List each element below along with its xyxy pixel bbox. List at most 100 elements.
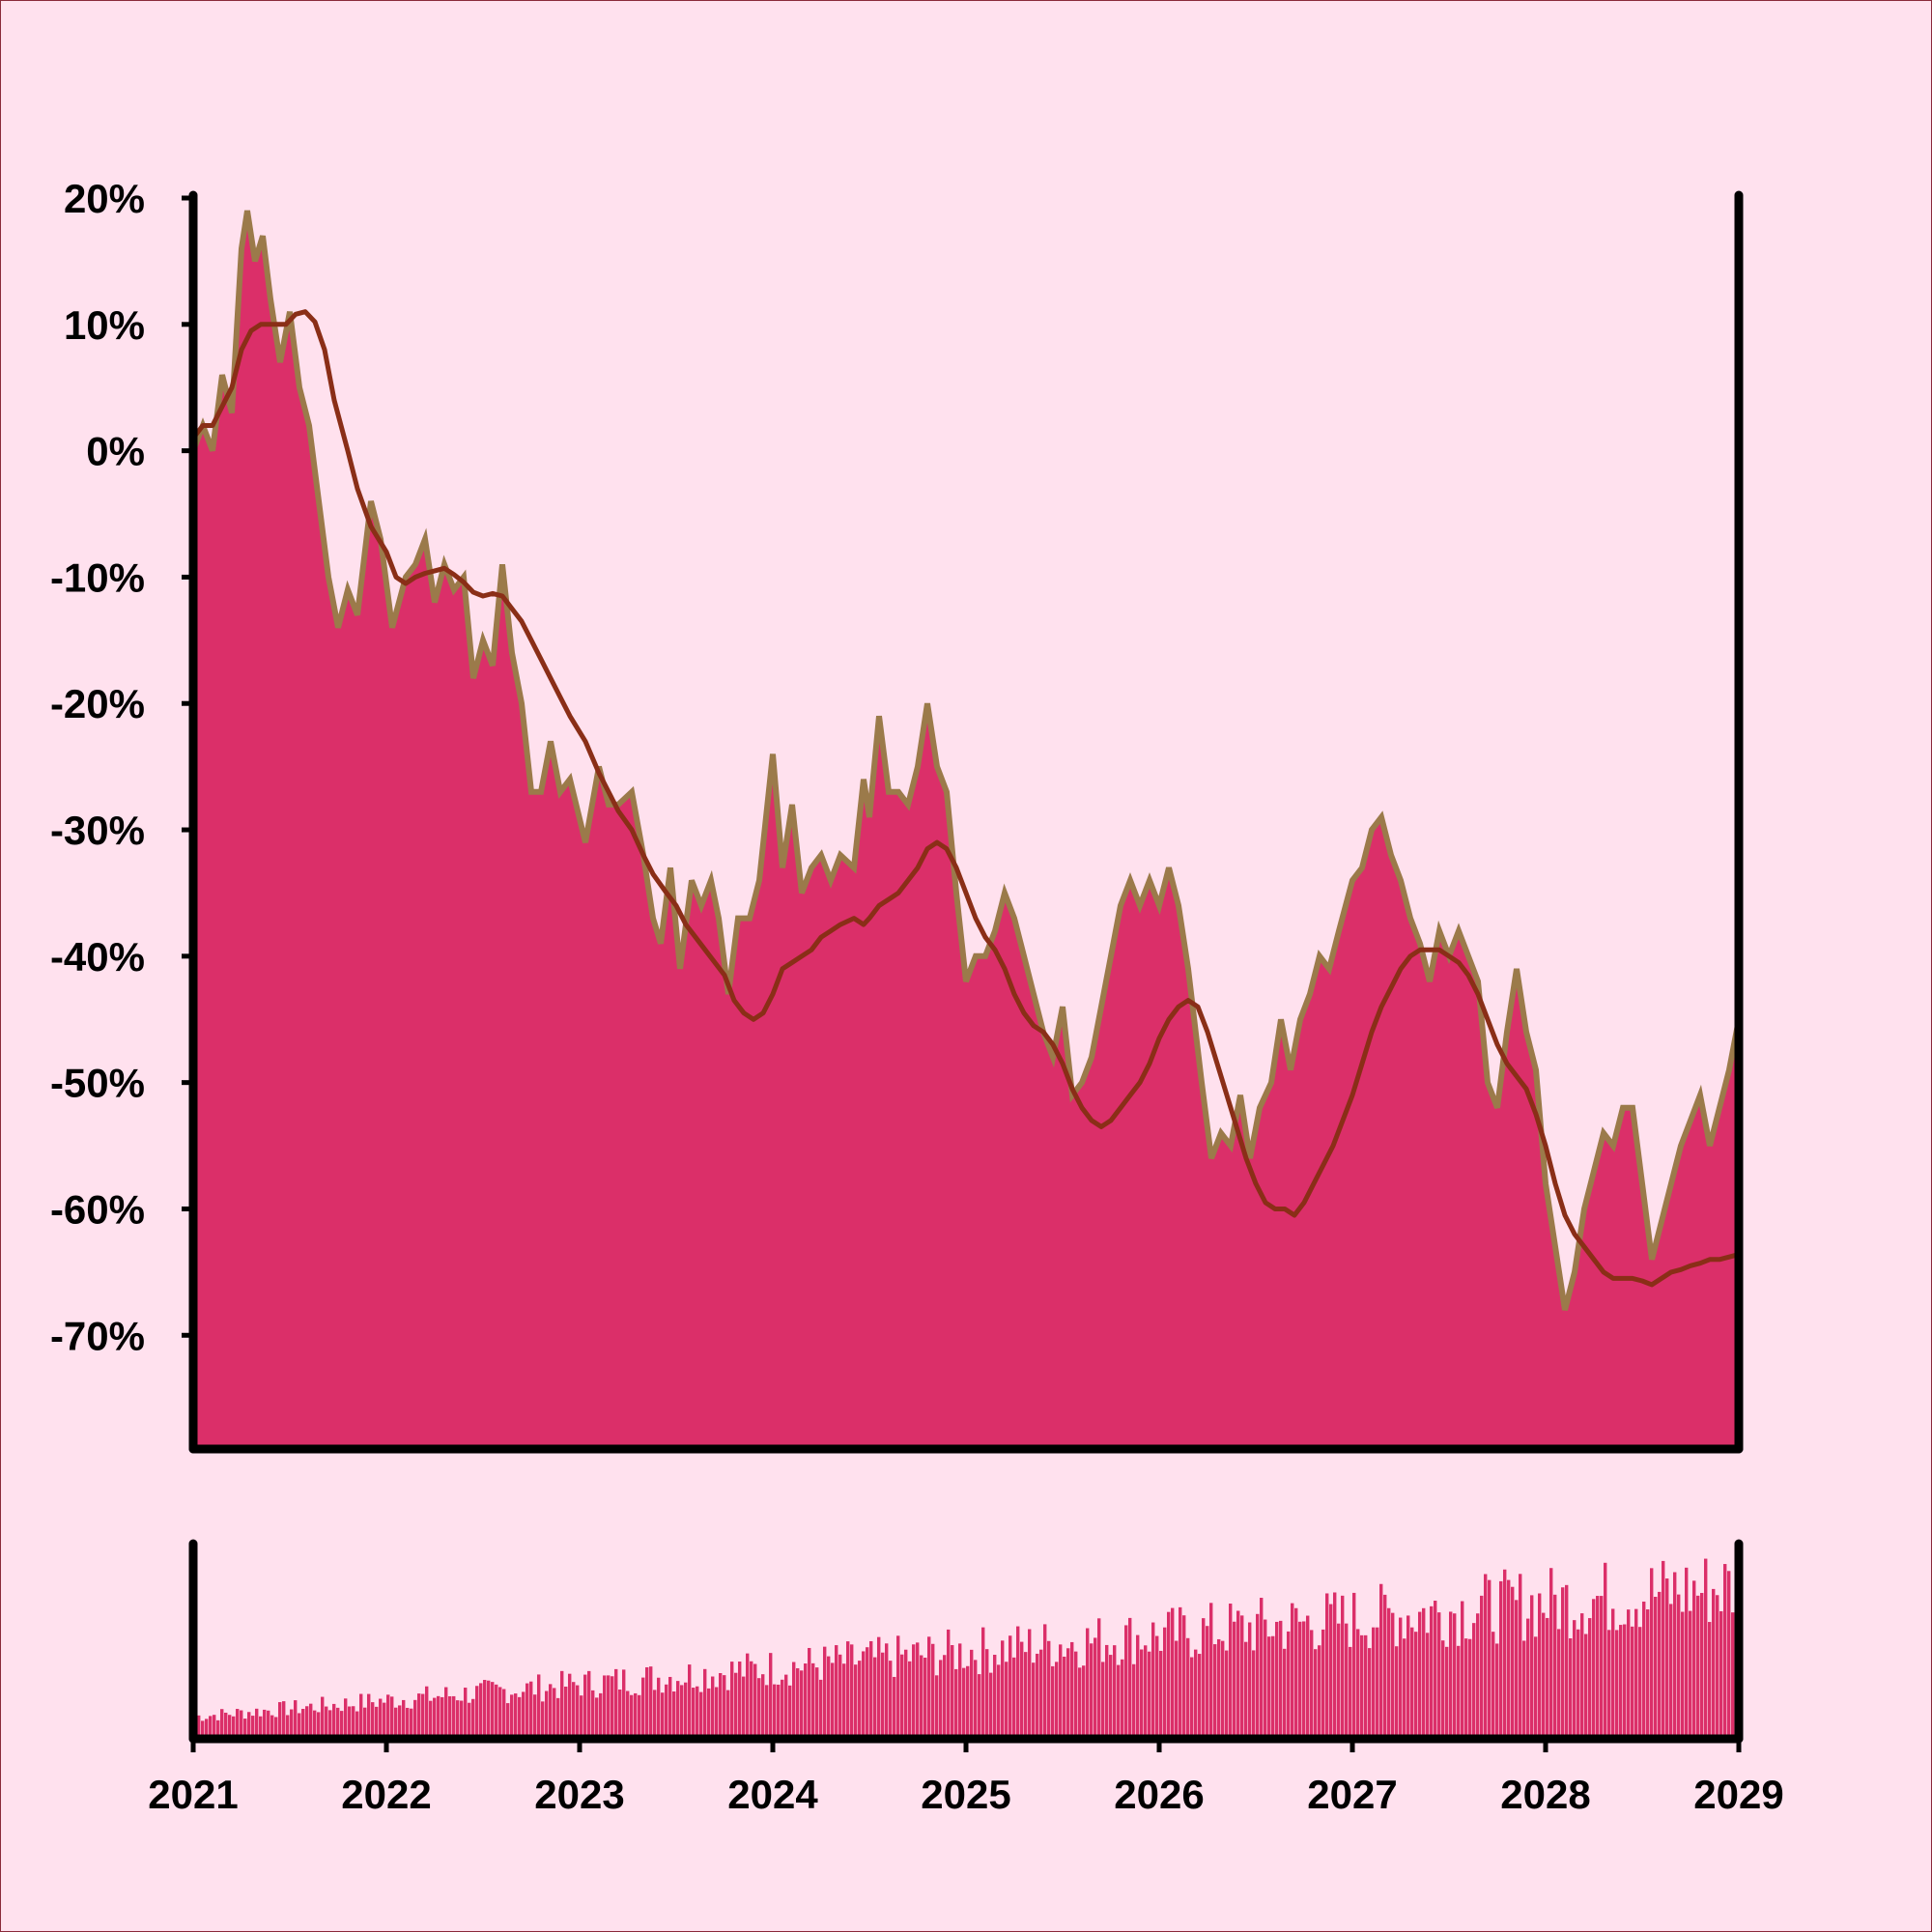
volume-bar [475, 1686, 479, 1739]
volume-bar [607, 1675, 611, 1739]
volume-bar [1484, 1574, 1488, 1739]
volume-bar [1140, 1649, 1144, 1739]
y-tick-label: 0% [86, 429, 145, 474]
volume-bar [893, 1676, 896, 1739]
volume-bar [251, 1716, 255, 1739]
volume-bar [1646, 1609, 1650, 1739]
volume-bar [1584, 1634, 1588, 1739]
volume-bar [259, 1716, 263, 1739]
volume-bar [1314, 1649, 1318, 1739]
volume-bar [1310, 1630, 1314, 1739]
volume-bar [1700, 1593, 1704, 1739]
volume-bar [440, 1696, 444, 1739]
volume-bar [232, 1716, 236, 1739]
volume-bar [1627, 1609, 1631, 1739]
volume-bar [340, 1711, 344, 1739]
volume-bar [205, 1719, 209, 1739]
volume-bar [1468, 1638, 1472, 1739]
volume-bar [1453, 1613, 1457, 1739]
volume-bar [1039, 1649, 1043, 1739]
volume-bar [1542, 1612, 1546, 1739]
volume-bar [1020, 1641, 1024, 1739]
volume-bar [1264, 1619, 1267, 1739]
volume-bar [1271, 1635, 1275, 1739]
volume-bar [1573, 1620, 1577, 1739]
volume-bar [1345, 1623, 1349, 1739]
volume-bar [920, 1655, 923, 1739]
volume-bar [406, 1707, 410, 1739]
volume-bar [1047, 1640, 1051, 1739]
volume-bar [1731, 1612, 1735, 1739]
volume-bar [491, 1682, 495, 1739]
volume-bar [603, 1675, 607, 1739]
volume-bar [800, 1670, 804, 1739]
volume-bar [630, 1694, 634, 1739]
volume-bar [634, 1692, 638, 1739]
volume-bar [1476, 1613, 1480, 1739]
volume-bar [788, 1685, 792, 1739]
volume-bar [985, 1649, 989, 1739]
volume-bar [216, 1719, 220, 1739]
volume-bar [746, 1653, 750, 1739]
volume-bar [228, 1715, 232, 1739]
volume-bar [240, 1710, 243, 1739]
volume-bar [908, 1661, 912, 1739]
x-tick-label: 2024 [727, 1772, 818, 1817]
volume-bar [866, 1647, 869, 1739]
volume-bar [877, 1636, 881, 1739]
volume-bar [989, 1672, 993, 1739]
x-tick-label: 2029 [1693, 1772, 1783, 1817]
volume-bar [209, 1716, 213, 1739]
volume-bar [386, 1694, 390, 1739]
volume-bar [1066, 1648, 1070, 1739]
volume-bar [1198, 1654, 1202, 1739]
volume-bar [1032, 1662, 1036, 1739]
volume-bar [738, 1662, 742, 1739]
y-tick-label: -50% [50, 1061, 145, 1106]
volume-bar [916, 1642, 920, 1739]
volume-bar [649, 1666, 653, 1739]
volume-bar [591, 1690, 595, 1739]
x-tick-label: 2023 [534, 1772, 624, 1817]
volume-bar [433, 1697, 437, 1739]
volume-bar [518, 1696, 522, 1739]
volume-bar [645, 1666, 649, 1739]
volume-bar [1360, 1634, 1364, 1739]
volume-bar [274, 1717, 278, 1739]
volume-bar [452, 1695, 456, 1739]
volume-bar [224, 1712, 228, 1739]
volume-bar [564, 1686, 568, 1739]
volume-bar [1024, 1652, 1028, 1739]
volume-bar [1012, 1657, 1016, 1739]
volume-bar [417, 1693, 421, 1739]
volume-bar [1681, 1611, 1685, 1739]
volume-bar [359, 1693, 363, 1739]
volume-bar [730, 1662, 734, 1739]
price-panel: 20% 10% 0% -10% -20% -30% -40% -50% -60% -70% [50, 176, 1744, 1454]
volume-bar [815, 1667, 819, 1739]
volume-bar [599, 1692, 603, 1739]
volume-bar [1546, 1617, 1549, 1739]
volume-bar [580, 1695, 583, 1739]
volume-bar [313, 1710, 317, 1739]
volume-bar [1561, 1587, 1565, 1739]
y-tick-label: -70% [50, 1313, 145, 1358]
volume-bar [1719, 1610, 1723, 1739]
volume-bar [753, 1663, 757, 1739]
volume-bar [881, 1652, 885, 1739]
volume-bar [1078, 1667, 1082, 1739]
volume-bar [483, 1680, 487, 1739]
volume-bar [1097, 1618, 1101, 1739]
volume-bar [1244, 1641, 1248, 1739]
volume-bar [1604, 1562, 1607, 1739]
volume-bar [1689, 1610, 1692, 1739]
volume-bar [804, 1663, 808, 1739]
volume-bar [1005, 1662, 1009, 1739]
x-tick-label: 2025 [921, 1772, 1010, 1817]
volume-bar [1480, 1595, 1484, 1739]
volume-bar [468, 1702, 471, 1739]
volume-bar [838, 1654, 842, 1739]
volume-bar [927, 1636, 931, 1739]
x-axis-ticks: 2021 2022 2023 2024 2025 2026 2027 2028 2029 [148, 1739, 1784, 1817]
volume-bar [1009, 1635, 1012, 1739]
